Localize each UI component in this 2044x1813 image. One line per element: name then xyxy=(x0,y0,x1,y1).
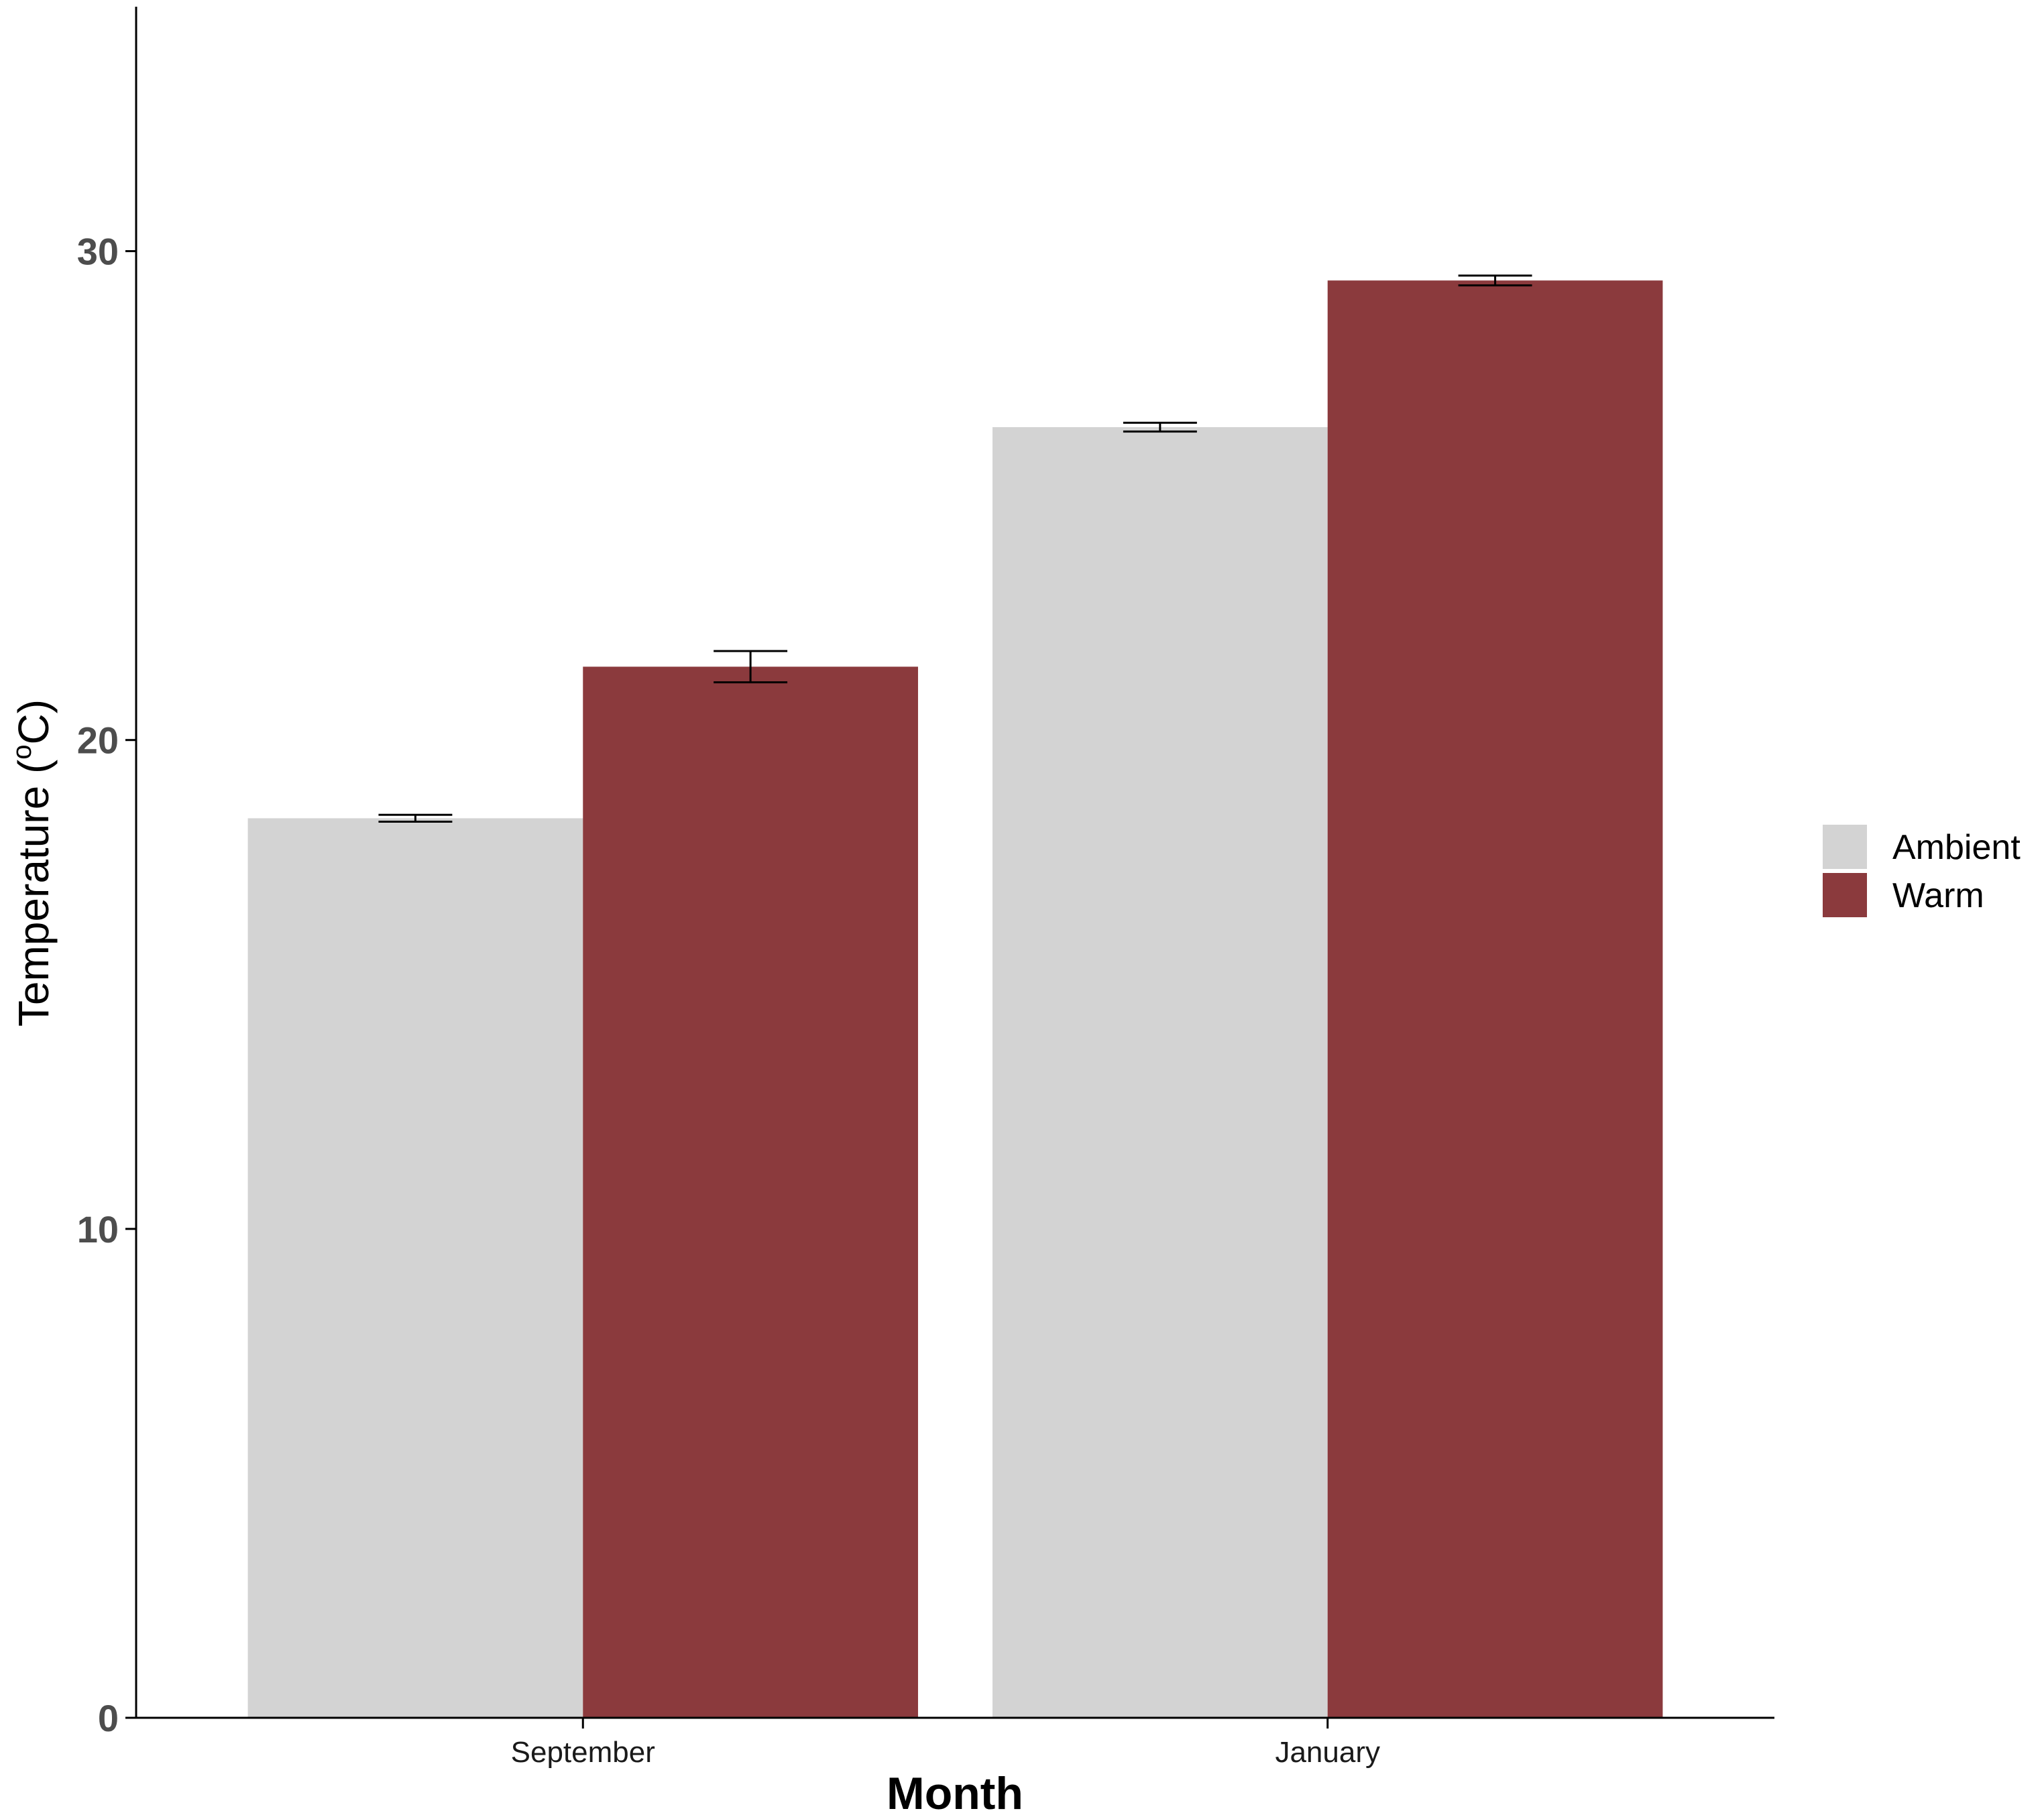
x-ticks: September January xyxy=(511,1718,1380,1769)
y-axis-title-main: Temperature ( xyxy=(9,760,58,1027)
x-axis-title: Month xyxy=(887,1768,1023,1813)
y-tick-label: 10 xyxy=(77,1208,119,1250)
error-bars-layer xyxy=(378,274,1532,823)
bar-warm-september xyxy=(583,666,918,1718)
legend-item-ambient: Ambient xyxy=(1823,825,2021,869)
bar-warm-january xyxy=(1327,280,1663,1718)
error-bar-warm-january xyxy=(1458,274,1532,287)
y-axis-title: Temperature (oC) xyxy=(7,699,58,1027)
y-ticks: 0 10 20 30 xyxy=(77,231,136,1739)
legend-swatch xyxy=(1823,873,1867,917)
legend-label: Warm xyxy=(1892,876,1984,915)
error-bar-ambient-january xyxy=(1123,422,1197,433)
legend-item-warm: Warm xyxy=(1823,873,1984,917)
x-tick-label: January xyxy=(1275,1736,1380,1769)
y-axis-title-superscript: o xyxy=(7,744,37,759)
y-axis-title-unit: C) xyxy=(9,699,58,745)
y-tick-label: 20 xyxy=(77,719,119,762)
error-bar-warm-september xyxy=(714,650,788,684)
error-bar-ambient-september xyxy=(378,813,453,823)
y-tick-label: 0 xyxy=(98,1697,119,1739)
bar-ambient-september xyxy=(247,818,583,1718)
bars-layer xyxy=(247,280,1663,1718)
legend-label: Ambient xyxy=(1892,828,2021,867)
legend: Ambient Warm xyxy=(1823,825,2021,917)
y-tick-label: 30 xyxy=(77,231,119,273)
bar-ambient-january xyxy=(992,427,1328,1718)
legend-swatch xyxy=(1823,825,1867,869)
x-tick-label: September xyxy=(511,1736,655,1769)
